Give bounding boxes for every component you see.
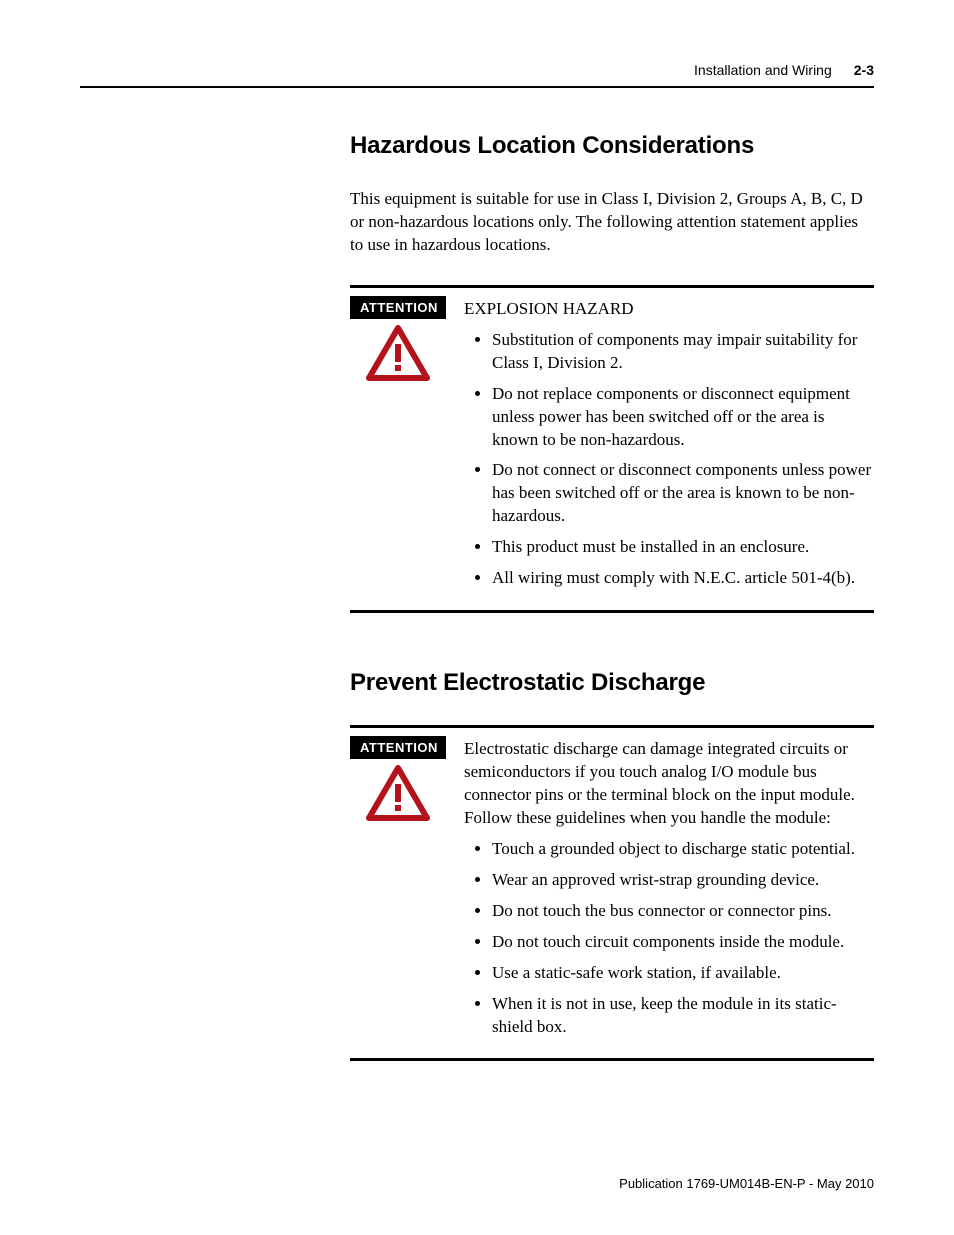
list-item: All wiring must comply with N.E.C. artic… xyxy=(492,567,874,590)
list-item: Do not touch circuit components inside t… xyxy=(492,931,874,954)
attention-list: Touch a grounded object to discharge sta… xyxy=(464,838,874,1039)
attention-label: ATTENTION xyxy=(350,296,446,319)
section1-intro: This equipment is suitable for use in Cl… xyxy=(350,188,874,257)
list-item: This product must be installed in an enc… xyxy=(492,536,874,559)
attention-lead: Electrostatic discharge can damage integ… xyxy=(464,738,874,830)
list-item: When it is not in use, keep the module i… xyxy=(492,993,874,1039)
attention-list: Substitution of components may impair su… xyxy=(464,329,874,590)
page: Installation and Wiring 2-3 Hazardous Lo… xyxy=(0,0,954,1235)
running-header: Installation and Wiring 2-3 xyxy=(80,62,874,78)
list-item: Do not touch the bus connector or connec… xyxy=(492,900,874,923)
attention-left-col: ATTENTION xyxy=(350,736,446,1046)
list-item: Substitution of components may impair su… xyxy=(492,329,874,375)
list-item: Do not connect or disconnect components … xyxy=(492,459,874,528)
warning-triangle-icon xyxy=(366,765,430,821)
attention-block-explosion: ATTENTION EXPLOSION HAZARD Substitution … xyxy=(350,285,874,613)
list-item: Do not replace components or disconnect … xyxy=(492,383,874,452)
warning-triangle-icon xyxy=(366,325,430,381)
attention-left-col: ATTENTION xyxy=(350,296,446,598)
attention-label: ATTENTION xyxy=(350,736,446,759)
section-heading-hazardous: Hazardous Location Considerations xyxy=(350,132,874,160)
content-column: Hazardous Location Considerations This e… xyxy=(350,132,874,1061)
attention-lead: EXPLOSION HAZARD xyxy=(464,298,874,321)
header-rule xyxy=(80,86,874,88)
attention-block-esd: ATTENTION Electrostatic discharge can da… xyxy=(350,725,874,1061)
footer-publication: Publication 1769-UM014B-EN-P - May 2010 xyxy=(619,1176,874,1191)
list-item: Touch a grounded object to discharge sta… xyxy=(492,838,874,861)
attention-body: Electrostatic discharge can damage integ… xyxy=(464,736,874,1046)
list-item: Use a static-safe work station, if avail… xyxy=(492,962,874,985)
header-section-title: Installation and Wiring xyxy=(694,62,832,78)
section-heading-esd: Prevent Electrostatic Discharge xyxy=(350,669,874,697)
header-page-number: 2-3 xyxy=(854,62,874,78)
attention-body: EXPLOSION HAZARD Substitution of compone… xyxy=(464,296,874,598)
list-item: Wear an approved wrist-strap grounding d… xyxy=(492,869,874,892)
